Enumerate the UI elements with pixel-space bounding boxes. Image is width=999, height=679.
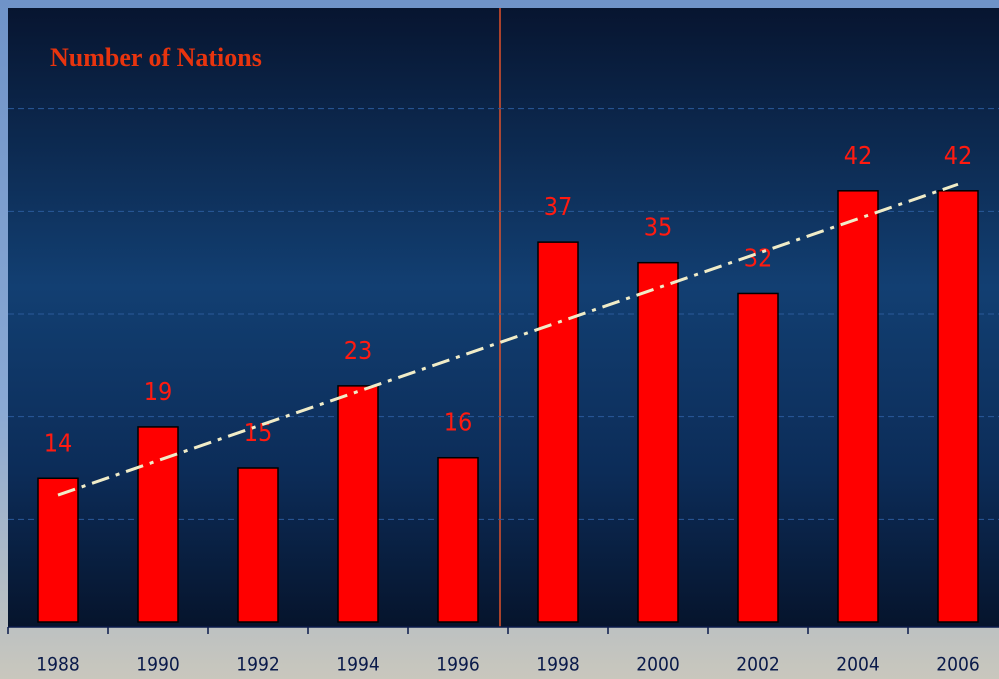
bar [437,456,479,623]
x-tick-label: 1996 [436,654,480,676]
value-label: 42 [944,141,973,170]
bar [37,477,79,623]
value-label: 23 [344,336,373,365]
x-tick-label: 1988 [36,654,80,676]
bar [837,190,879,623]
x-tick-label: 2002 [736,654,780,676]
bar [937,190,979,623]
bar [537,241,579,623]
trend-line [57,182,959,497]
bar [137,426,179,623]
value-label: 42 [844,141,873,170]
x-tick-label: 2006 [936,654,980,676]
x-tick-label: 2000 [636,654,680,676]
bar [737,292,779,623]
bar [337,385,379,623]
chart-title: Number of Nations [50,43,262,72]
value-label: 37 [544,192,573,221]
x-tick-label: 1998 [536,654,580,676]
x-tick-label: 2004 [836,654,880,676]
x-tick-label: 1990 [136,654,180,676]
value-label: 14 [44,428,73,457]
bar [237,467,279,623]
value-label: 35 [644,213,673,242]
x-tick-label: 1992 [236,654,280,676]
bar [637,261,679,623]
value-label: 19 [144,377,173,406]
value-label: 16 [444,408,473,437]
x-tick-label: 1994 [336,654,380,676]
